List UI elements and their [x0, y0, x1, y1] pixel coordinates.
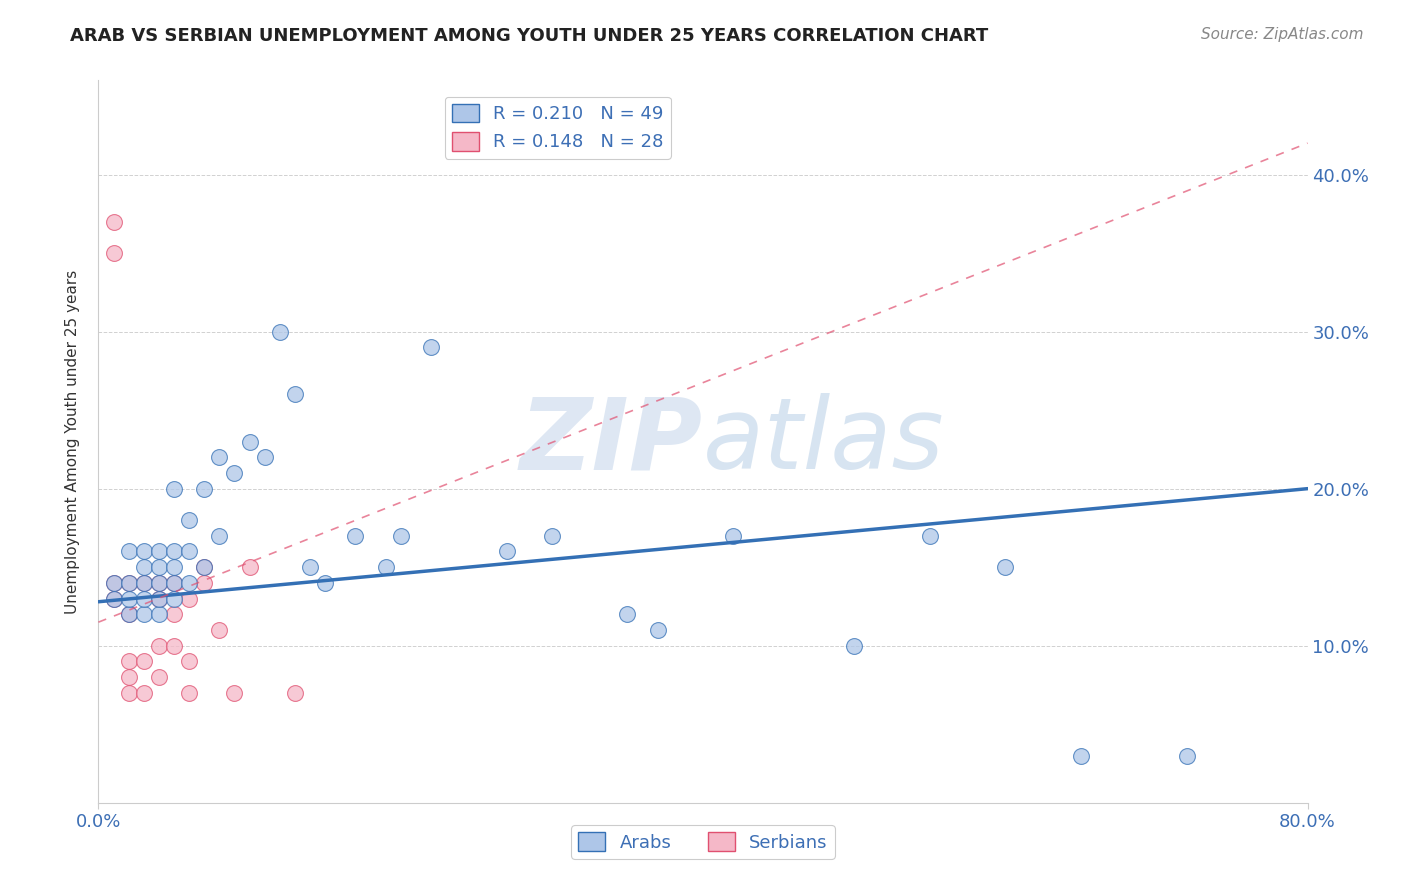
Point: [118, 655, 141, 669]
Point: [224, 686, 246, 700]
Point: [844, 639, 866, 653]
Point: [723, 529, 745, 543]
Point: [132, 575, 155, 590]
Point: [118, 591, 141, 606]
Point: [148, 639, 170, 653]
Point: [994, 560, 1017, 574]
Point: [103, 591, 125, 606]
Point: [148, 607, 170, 622]
Point: [103, 214, 125, 228]
Text: Source: ZipAtlas.com: Source: ZipAtlas.com: [1201, 27, 1364, 42]
Point: [148, 591, 170, 606]
Point: [118, 607, 141, 622]
Point: [1070, 748, 1092, 763]
Point: [299, 560, 322, 574]
Point: [148, 591, 170, 606]
Point: [239, 434, 262, 449]
Point: [179, 575, 201, 590]
Point: [163, 639, 186, 653]
Point: [132, 591, 155, 606]
Point: [118, 686, 141, 700]
Point: [132, 560, 155, 574]
Point: [284, 387, 307, 401]
Point: [163, 544, 186, 558]
Point: [118, 607, 141, 622]
Point: [284, 686, 307, 700]
Point: [132, 655, 155, 669]
Point: [208, 450, 231, 465]
Y-axis label: Unemployment Among Youth under 25 years: Unemployment Among Youth under 25 years: [65, 269, 80, 614]
Point: [163, 607, 186, 622]
Point: [239, 560, 262, 574]
Point: [103, 591, 125, 606]
Point: [132, 607, 155, 622]
Text: ZIP: ZIP: [520, 393, 703, 490]
Point: [1175, 748, 1198, 763]
Text: atlas: atlas: [703, 393, 945, 490]
Point: [193, 482, 215, 496]
Point: [253, 450, 276, 465]
Point: [118, 544, 141, 558]
Point: [179, 655, 201, 669]
Point: [540, 529, 562, 543]
Point: [148, 560, 170, 574]
Point: [132, 544, 155, 558]
Point: [420, 340, 443, 354]
Point: [103, 575, 125, 590]
Point: [179, 591, 201, 606]
Point: [118, 575, 141, 590]
Point: [269, 325, 291, 339]
Point: [193, 575, 215, 590]
Point: [647, 623, 669, 637]
Point: [163, 575, 186, 590]
Point: [118, 575, 141, 590]
Point: [148, 575, 170, 590]
Point: [118, 670, 141, 684]
Point: [314, 575, 336, 590]
Point: [179, 686, 201, 700]
Point: [148, 670, 170, 684]
Point: [148, 544, 170, 558]
Point: [495, 544, 517, 558]
Text: ARAB VS SERBIAN UNEMPLOYMENT AMONG YOUTH UNDER 25 YEARS CORRELATION CHART: ARAB VS SERBIAN UNEMPLOYMENT AMONG YOUTH…: [70, 27, 988, 45]
Point: [224, 466, 246, 480]
Point: [163, 482, 186, 496]
Point: [208, 623, 231, 637]
Point: [208, 529, 231, 543]
Point: [918, 529, 941, 543]
Point: [163, 560, 186, 574]
Point: [389, 529, 412, 543]
Point: [193, 560, 215, 574]
Point: [374, 560, 396, 574]
Point: [163, 591, 186, 606]
Point: [132, 686, 155, 700]
Point: [132, 575, 155, 590]
Point: [179, 544, 201, 558]
Point: [179, 513, 201, 527]
Point: [103, 246, 125, 260]
Point: [616, 607, 638, 622]
Point: [163, 575, 186, 590]
Point: [148, 575, 170, 590]
Point: [103, 575, 125, 590]
Legend: Arabs, Serbians: Arabs, Serbians: [571, 825, 835, 859]
Point: [344, 529, 367, 543]
Point: [193, 560, 215, 574]
